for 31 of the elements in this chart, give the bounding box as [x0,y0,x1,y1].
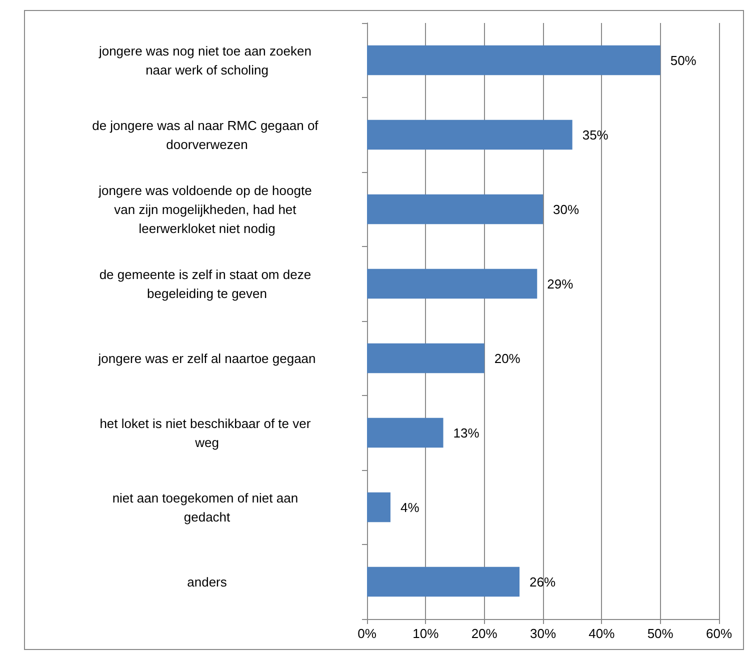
y-tick-label: anders [187,574,228,590]
data-label: 26% [530,574,556,590]
bar [367,343,484,374]
y-tick-label: niet aan toegekomen of niet aan gedacht [112,490,302,524]
data-label: 29% [547,276,574,292]
bar [367,268,538,299]
bar [367,492,390,522]
x-tick-label: 10% [412,626,440,641]
x-tick-label: 40% [588,626,616,641]
y-tick-label: jongere was voldoende op de hoogte van zijn mogelijkheden, had het leerwerkloket niet nodig [98,182,316,236]
data-label: 30% [553,202,580,217]
data-label: 35% [582,127,609,142]
data-label: 4% [400,500,420,515]
y-tick-label: de jongere was al naar RMC gegaan of doorverwezen [92,118,322,152]
data-label: 50% [670,52,697,68]
x-tick-label: 60% [706,626,732,641]
y-tick-label: de gemeente is zelf in staat om deze begeleiding te geven [99,266,315,301]
bar [367,194,543,224]
data-label: 20% [494,350,521,366]
y-tick-label: het loket is niet beschikbaar of te ver weg [100,416,314,450]
bar [367,418,444,448]
x-tick-label: 0% [358,626,377,641]
bar [367,120,572,150]
y-tick-label: jongere was nog niet toe aan zoeken naar werk of scholing [98,43,316,78]
x-tick-label: 30% [530,626,556,641]
x-tick-label: 50% [647,626,674,641]
bar [367,566,520,597]
data-label: 13% [453,425,480,440]
bar [367,45,660,76]
y-tick-label: jongere was er zelf al naartoe gegaan [97,350,316,366]
x-tick-label: 20% [471,626,498,641]
